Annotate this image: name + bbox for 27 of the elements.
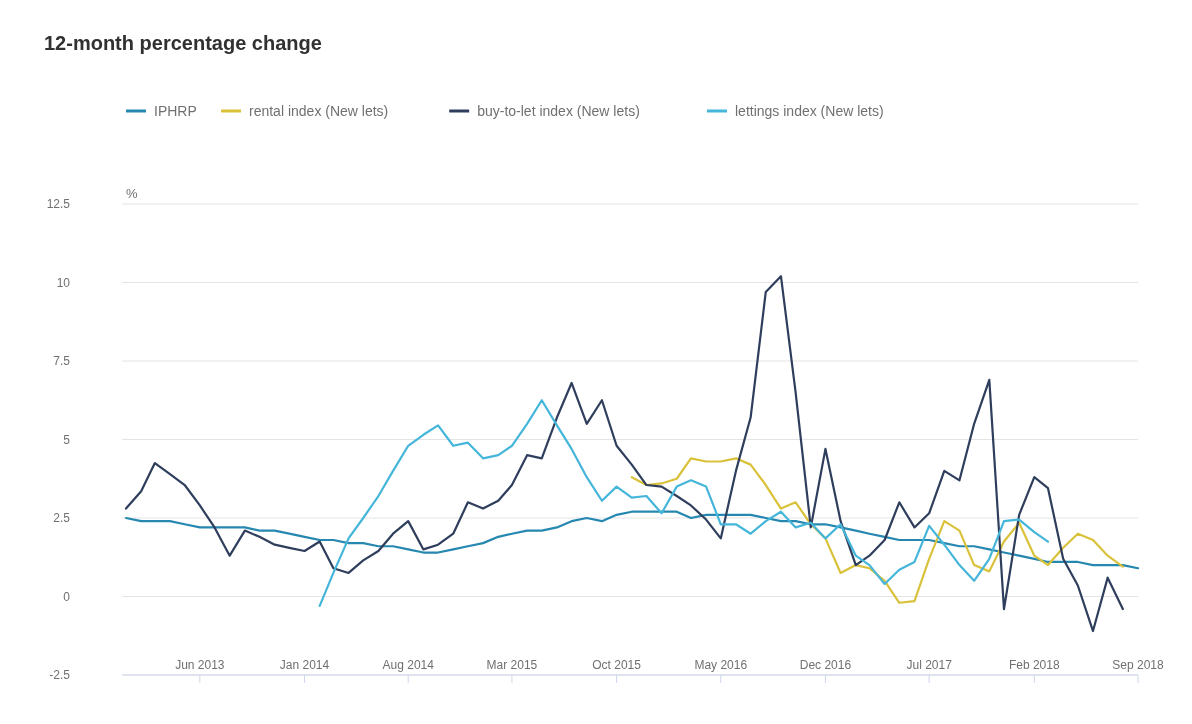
line-series [630, 457, 1124, 604]
x-tick-label: Aug 2014 [382, 658, 435, 672]
y-tick-label: 10 [56, 275, 71, 290]
x-tick-label: Jan 2014 [279, 658, 330, 672]
line-series [318, 399, 1050, 608]
x-tick-label: Mar 2015 [486, 658, 538, 672]
y-tick-label: 5 [63, 432, 71, 447]
y-tick-label: 12.5 [46, 197, 71, 211]
x-tick-label: Jul 2017 [906, 658, 953, 672]
legend-label: rental index (New lets) [249, 103, 389, 119]
x-tick-label: May 2016 [694, 658, 748, 672]
x-tick-label: Jun 2013 [175, 658, 225, 672]
chart-title: 12-month percentage change [44, 32, 322, 54]
y-axis-title: % [126, 186, 138, 201]
y-tick-label: 7.5 [53, 354, 71, 368]
line-series [124, 510, 1140, 570]
y-tick-label: 2.5 [53, 511, 71, 525]
line-series [124, 275, 1124, 633]
legend-label: buy-to-let index (New lets) [477, 103, 640, 119]
x-tick-label: Dec 2016 [799, 658, 852, 672]
x-tick-label: Oct 2015 [592, 658, 642, 672]
x-tick-label: Feb 2018 [1008, 658, 1060, 672]
x-tick-label: Sep 2018 [1112, 658, 1165, 672]
legend-label: lettings index (New lets) [735, 103, 884, 119]
legend-label: IPHRP [154, 103, 197, 119]
y-tick-label: 0 [63, 589, 71, 604]
y-tick-label: -2.5 [49, 668, 71, 682]
